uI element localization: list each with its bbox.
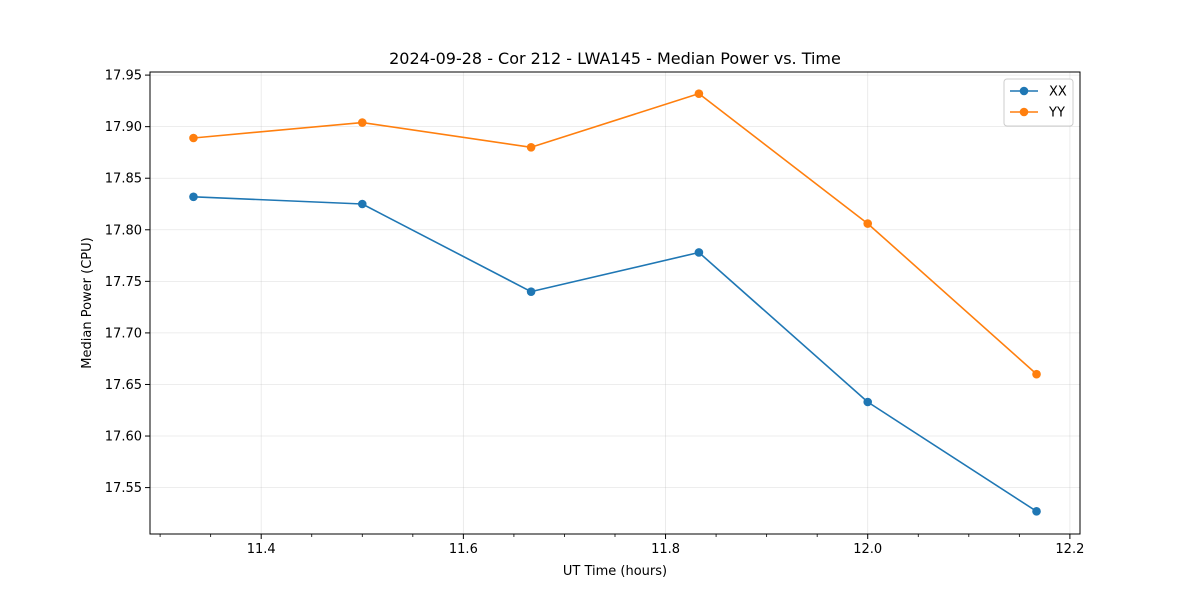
- data-point-yy: [1032, 369, 1041, 379]
- y-tick-label: 17.75: [105, 275, 142, 290]
- y-tick-label: 17.95: [105, 69, 142, 84]
- legend-label-xx: XX: [1049, 85, 1067, 100]
- x-tick-label: 11.8: [651, 542, 680, 557]
- y-tick-label: 17.70: [105, 326, 142, 341]
- legend-marker-xx: [1019, 86, 1029, 96]
- data-point-xx: [189, 192, 198, 202]
- grid-lines: [150, 72, 1080, 534]
- chart-title: 2024-09-28 - Cor 212 - LWA145 - Median P…: [389, 49, 841, 68]
- x-tick-label: 12.0: [853, 542, 882, 557]
- x-axis-label: UT Time (hours): [563, 564, 667, 579]
- x-tick-label: 11.4: [247, 542, 276, 557]
- y-tick-label: 17.55: [105, 481, 142, 496]
- y-tick-label: 17.60: [105, 430, 142, 445]
- data-point-yy: [526, 142, 536, 152]
- legend: XX YY: [1003, 78, 1074, 127]
- legend-label-yy: YY: [1048, 106, 1065, 121]
- series-line-yy: [193, 92, 1038, 375]
- data-point-xx: [526, 287, 536, 296]
- y-tick-label: 17.85: [105, 172, 142, 187]
- y-tick-label: 17.65: [105, 378, 142, 393]
- data-point-yy: [694, 89, 704, 98]
- data-point-yy: [189, 133, 198, 143]
- data-point-xx: [357, 199, 367, 209]
- legend-marker-yy: [1019, 107, 1029, 117]
- series-line-xx: [193, 195, 1037, 512]
- x-tick-label: 11.6: [449, 542, 478, 557]
- data-point-xx: [863, 397, 873, 407]
- data-point-xx: [1032, 507, 1041, 516]
- y-axis-label: Median Power (CPU): [80, 237, 95, 368]
- series-layer: [189, 89, 1041, 516]
- data-point-xx: [694, 248, 704, 257]
- legend-items: XX YY: [1010, 85, 1067, 121]
- y-tick-label: 17.90: [105, 120, 142, 135]
- y-tick-label: 17.80: [105, 223, 142, 238]
- data-point-yy: [863, 219, 873, 228]
- x-tick-label: 12.2: [1055, 542, 1084, 557]
- axis-ticks: 11.4 11.6 11.8 12.0 12.2 17.55 17.60 17.65 17.70…: [105, 69, 1085, 557]
- data-point-yy: [357, 118, 367, 127]
